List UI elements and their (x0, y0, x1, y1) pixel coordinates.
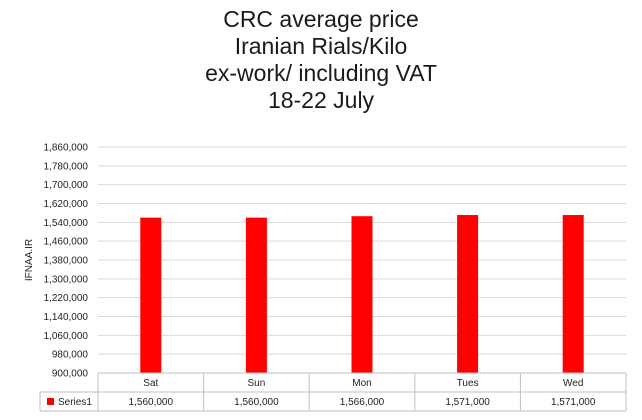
x-tick-label: Mon (352, 378, 371, 389)
legend-entry: Series1 (58, 397, 92, 408)
data-label: 1,566,000 (340, 397, 385, 408)
y-tick-label: 1,540,000 (44, 218, 89, 229)
chart-title-line-1: CRC average price (223, 6, 419, 32)
bar (245, 217, 267, 373)
chart-title-line-4: 18-22 July (267, 87, 375, 113)
data-label: 1,560,000 (129, 397, 174, 408)
data-label: 1,571,000 (445, 397, 490, 408)
bar (457, 215, 479, 373)
y-tick-label: 980,000 (52, 350, 89, 361)
x-tick-label: Tues (457, 378, 479, 389)
y-tick-label: 1,300,000 (44, 274, 89, 285)
x-tick-label: Sun (248, 378, 266, 389)
y-tick-label: 1,460,000 (44, 237, 89, 248)
y-tick-label: 1,780,000 (44, 161, 89, 172)
y-tick-label: 1,220,000 (44, 293, 89, 304)
x-tick-label: Sat (143, 378, 158, 389)
y-tick-label: 1,380,000 (44, 256, 89, 267)
x-tick-label: Wed (563, 378, 583, 389)
y-tick-label: 1,620,000 (44, 199, 89, 210)
bar (562, 215, 584, 373)
data-label: 1,571,000 (551, 397, 596, 408)
bar (351, 216, 373, 373)
chart-title: CRC average price Iranian Rials/Kilo ex-… (0, 6, 642, 114)
y-tick-label: 1,060,000 (44, 331, 89, 342)
y-tick-label: 1,700,000 (44, 180, 89, 191)
bar (140, 217, 162, 373)
legend-key (47, 398, 54, 405)
y-tick-label: 1,140,000 (44, 312, 89, 323)
y-tick-label: 1,860,000 (44, 143, 89, 154)
data-label: 1,560,000 (234, 397, 279, 408)
y-axis-label: IFNAA.IR (24, 239, 35, 281)
chart-title-line-2: Iranian Rials/Kilo (234, 33, 408, 59)
chart-title-line-3: ex-work/ including VAT (205, 60, 437, 86)
y-tick-label: 900,000 (52, 369, 89, 380)
